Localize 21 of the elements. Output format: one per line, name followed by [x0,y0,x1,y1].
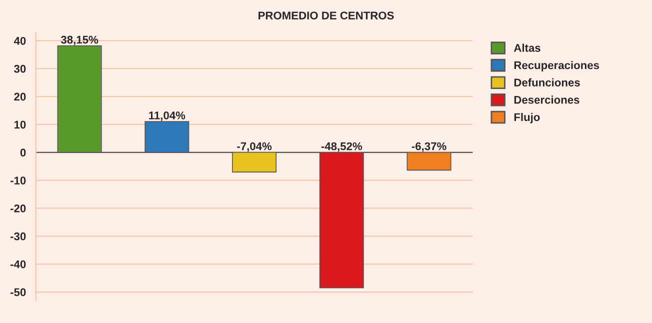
y-tick-label: 0 [20,148,26,157]
y-tick-label: 30 [14,64,26,73]
data-label: -48,52% [321,142,362,152]
legend-label: Deserciones [514,96,580,104]
y-tick-label: 40 [14,36,26,45]
data-label: 38,15% [60,36,98,46]
data-label: -6,37% [412,142,446,152]
y-tick-label: 10 [14,120,26,129]
data-label: 11,04% [149,111,186,121]
y-tick-label: -20 [10,204,26,212]
legend-label: Recuperaciones [514,61,600,72]
data-label: -7,04% [237,142,272,152]
chart-title: PROMEDIO DE CENTROS [258,12,394,20]
legend-label: Altas [514,44,540,52]
y-tick-label: -30 [10,232,26,240]
legend-label: Defunciones [514,78,580,86]
legend-label: Flujo [514,112,540,124]
y-tick-label: -10 [10,176,26,184]
y-tick-label: 20 [14,92,26,101]
y-tick-label: -40 [10,260,26,268]
y-tick-label: -50 [10,288,26,296]
